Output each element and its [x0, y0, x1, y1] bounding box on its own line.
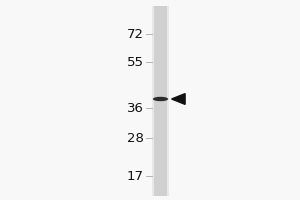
Text: 28: 28: [127, 132, 144, 144]
Text: 72: 72: [127, 27, 144, 40]
Bar: [154, 6, 167, 196]
Polygon shape: [172, 94, 185, 104]
Ellipse shape: [153, 97, 168, 101]
Bar: [152, 6, 169, 196]
Text: 55: 55: [127, 55, 144, 68]
Text: 17: 17: [127, 170, 144, 182]
Text: 36: 36: [127, 102, 144, 114]
